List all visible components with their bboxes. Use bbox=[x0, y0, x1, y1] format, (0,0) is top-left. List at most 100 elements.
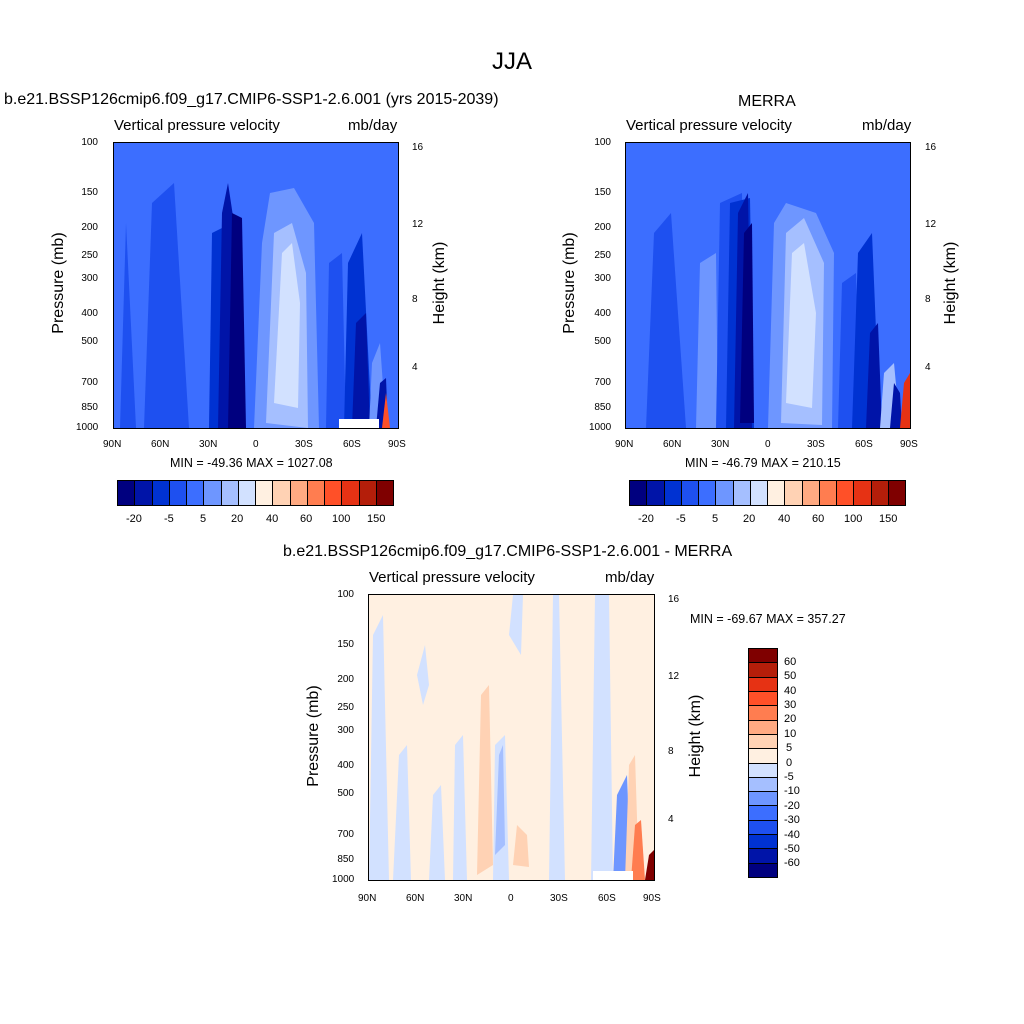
panel3-cb-label: 5 bbox=[786, 742, 793, 754]
panel3-xtick: 0 bbox=[508, 893, 514, 904]
panel2-cb-label: 20 bbox=[743, 513, 756, 525]
panel2-ylabel: Pressure (mb) bbox=[561, 232, 578, 334]
panel2-minmax: MIN = -46.79 MAX = 210.15 bbox=[685, 456, 841, 470]
panel2-xtick: 90N bbox=[615, 439, 634, 450]
panel2-htick: 4 bbox=[925, 362, 931, 373]
panel2-xtick: 60N bbox=[663, 439, 682, 450]
panel1-ptick: 150 bbox=[81, 187, 98, 198]
panel1-cb-label: 150 bbox=[367, 513, 386, 525]
panel1-xtick: 0 bbox=[253, 439, 259, 450]
panel1-minmax: MIN = -49.36 MAX = 1027.08 bbox=[170, 456, 333, 470]
panel3-ptick: 250 bbox=[337, 702, 354, 713]
panel1-ptick: 1000 bbox=[76, 422, 99, 433]
panel2-plot-area bbox=[625, 142, 911, 429]
panel2-cb-label: 40 bbox=[778, 513, 791, 525]
panel2-htick: 12 bbox=[925, 219, 937, 230]
panel3-title: b.e21.BSSP126cmip6.f09_g17.CMIP6-SSP1-2.… bbox=[283, 543, 733, 560]
panel1-ptick: 700 bbox=[81, 377, 98, 388]
panel3-xtick: 60S bbox=[598, 893, 616, 904]
panel3-cb-label: -40 bbox=[784, 829, 800, 841]
panel3-htick: 12 bbox=[668, 671, 680, 682]
panel3-cb-label: 50 bbox=[784, 670, 797, 682]
panel2-xtick: 30N bbox=[711, 439, 730, 450]
panel3-ptick: 300 bbox=[337, 725, 354, 736]
panel1-xtick: 90N bbox=[103, 439, 122, 450]
panel3-xtick: 60N bbox=[406, 893, 425, 904]
panel3-plot-area bbox=[368, 594, 655, 881]
panel3-cb-label: -30 bbox=[784, 814, 800, 826]
panel1-cb-label: 40 bbox=[266, 513, 279, 525]
panel1-cb-label: -5 bbox=[164, 513, 174, 525]
panel1-cb-label: 100 bbox=[332, 513, 351, 525]
panel1-cb-label: 5 bbox=[200, 513, 207, 525]
panel1-ptick: 250 bbox=[81, 250, 98, 261]
panel1-ptick: 850 bbox=[81, 402, 98, 413]
panel3-ptick: 700 bbox=[337, 829, 354, 840]
panel1-xtick: 60N bbox=[151, 439, 170, 450]
panel2-xtick: 0 bbox=[765, 439, 771, 450]
panel3-cb-label: 40 bbox=[784, 685, 797, 697]
panel1-variable-label: Vertical pressure velocity bbox=[114, 117, 280, 134]
panel3-htick: 16 bbox=[668, 594, 680, 605]
panel2-cb-label: 5 bbox=[712, 513, 719, 525]
panel3-minmax: MIN = -69.67 MAX = 357.27 bbox=[690, 612, 846, 626]
panel1-plot-area bbox=[113, 142, 399, 429]
panel2-cb-label: -20 bbox=[638, 513, 654, 525]
panel2-variable-label: Vertical pressure velocity bbox=[626, 117, 792, 134]
panel1-xtick: 90S bbox=[388, 439, 406, 450]
panel3-htick: 4 bbox=[668, 814, 674, 825]
panel1-htick: 16 bbox=[412, 142, 424, 153]
panel3-cb-label: -20 bbox=[784, 800, 800, 812]
panel1-cb-label: -20 bbox=[126, 513, 142, 525]
panel2-ptick: 250 bbox=[594, 250, 611, 261]
panel3-colorbar bbox=[748, 648, 778, 878]
panel2-htick: 16 bbox=[925, 142, 937, 153]
panel3-ylabel: Pressure (mb) bbox=[305, 685, 322, 787]
panel3-cb-label: 20 bbox=[784, 713, 797, 725]
panel2-htick: 8 bbox=[925, 294, 931, 305]
panel1-ptick: 200 bbox=[81, 222, 98, 233]
panel1-title: b.e21.BSSP126cmip6.f09_g17.CMIP6-SSP1-2.… bbox=[4, 91, 499, 108]
panel2-ptick: 200 bbox=[594, 222, 611, 233]
panel2-ptick: 400 bbox=[594, 308, 611, 319]
panel3-contour-field bbox=[369, 595, 654, 880]
panel1-ptick: 400 bbox=[81, 308, 98, 319]
panel3-ptick: 150 bbox=[337, 639, 354, 650]
panel2-ylabel-right: Height (km) bbox=[942, 241, 959, 325]
panel2-cb-label: 100 bbox=[844, 513, 863, 525]
panel2-contour-field bbox=[626, 143, 910, 428]
panel3-ptick: 850 bbox=[337, 854, 354, 865]
panel3-ptick: 400 bbox=[337, 760, 354, 771]
panel2-title: MERRA bbox=[738, 93, 796, 110]
panel3-ptick: 100 bbox=[337, 589, 354, 600]
panel1-units-label: mb/day bbox=[348, 117, 398, 134]
panel3-cb-label: 30 bbox=[784, 699, 797, 711]
panel2-xtick: 90S bbox=[900, 439, 918, 450]
panel1-cb-label: 20 bbox=[231, 513, 244, 525]
panel1-xtick: 30S bbox=[295, 439, 313, 450]
panel2-cb-label: 150 bbox=[879, 513, 898, 525]
panel2-ptick: 850 bbox=[594, 402, 611, 413]
panel2-ptick: 100 bbox=[594, 137, 611, 148]
panel1-cb-label: 60 bbox=[300, 513, 313, 525]
panel3-xtick: 30S bbox=[550, 893, 568, 904]
panel2-ptick: 150 bbox=[594, 187, 611, 198]
panel3-cb-label: -5 bbox=[784, 771, 794, 783]
panel3-xtick: 90N bbox=[358, 893, 377, 904]
panel2-cb-label: 60 bbox=[812, 513, 825, 525]
panel2-ptick: 500 bbox=[594, 336, 611, 347]
panel1-ptick: 300 bbox=[81, 273, 98, 284]
panel2-xtick: 30S bbox=[807, 439, 825, 450]
panel1-htick: 8 bbox=[412, 294, 418, 305]
panel1-htick: 4 bbox=[412, 362, 418, 373]
panel1-ylabel: Pressure (mb) bbox=[50, 232, 67, 334]
panel3-cb-label: -50 bbox=[784, 843, 800, 855]
panel2-ptick: 700 bbox=[594, 377, 611, 388]
panel1-colorbar bbox=[117, 480, 394, 506]
panel1-xtick: 60S bbox=[343, 439, 361, 450]
panel3-units-label: mb/day bbox=[605, 569, 655, 586]
panel2-xtick: 60S bbox=[855, 439, 873, 450]
panel1-ptick: 500 bbox=[81, 336, 98, 347]
panel1-contour-field bbox=[114, 143, 398, 428]
panel2-colorbar bbox=[629, 480, 906, 506]
